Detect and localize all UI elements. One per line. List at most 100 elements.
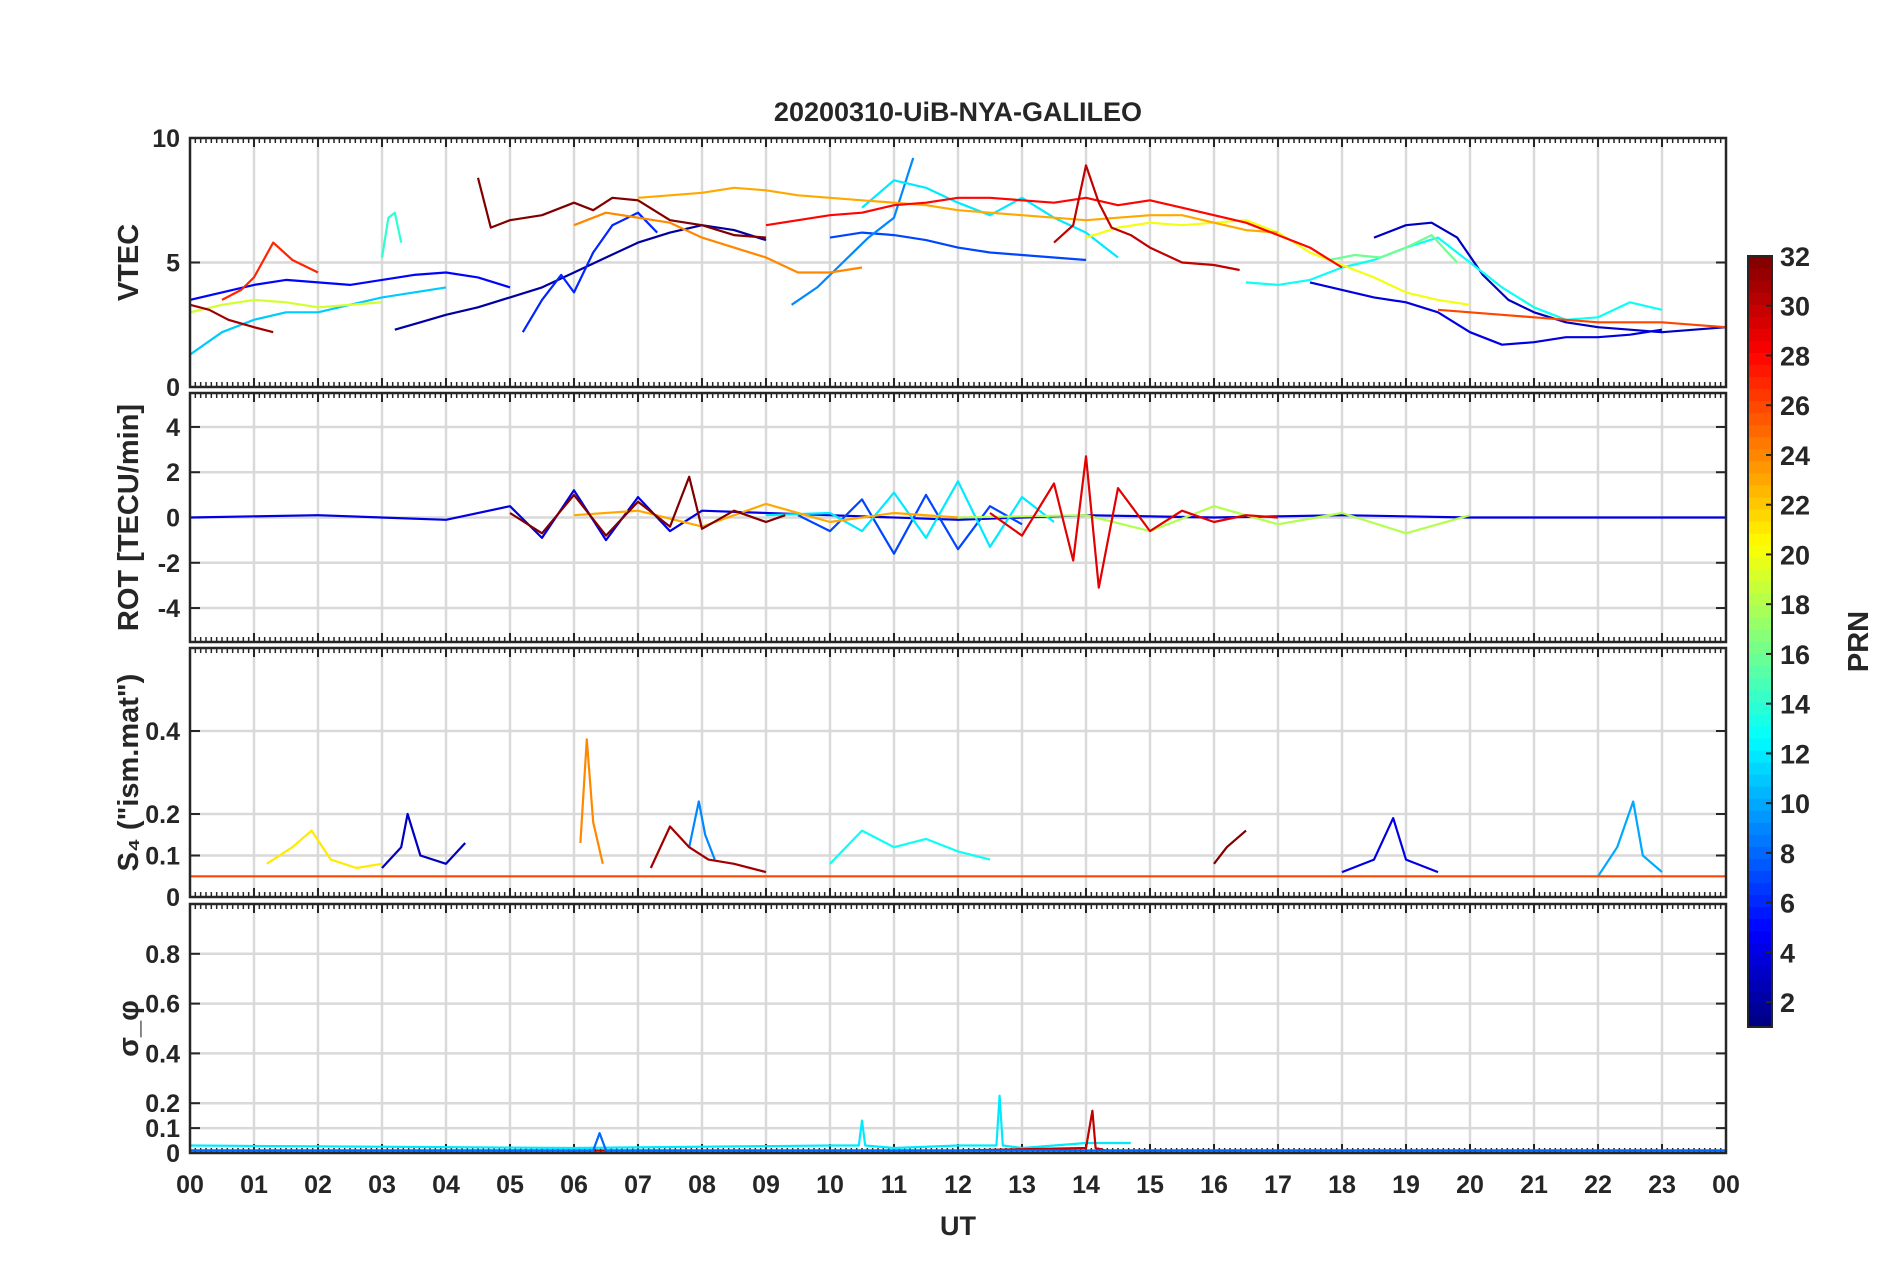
y-tick-label: 0.1	[145, 843, 180, 871]
colorbar-label: PRN	[1843, 611, 1875, 672]
colorbar-tick-label: 16	[1780, 640, 1810, 670]
colorbar-segment	[1748, 1014, 1772, 1028]
series-line-prn-23	[573, 502, 959, 528]
series-line-prn-8	[190, 1131, 1726, 1152]
y-tick-label: 2	[166, 459, 180, 487]
y-tick-label: 5	[166, 250, 180, 278]
x-axis-label: UT	[940, 1211, 976, 1241]
colorbar-segment	[1748, 364, 1772, 378]
series-line-prn-14	[380, 211, 403, 258]
x-tick-label: 03	[368, 1171, 396, 1199]
y-tick-label: 0	[166, 505, 180, 533]
x-tick-label: 08	[688, 1171, 716, 1199]
colorbar-segment	[1748, 725, 1772, 739]
colorbar-box	[1747, 255, 1773, 1028]
series-group	[190, 738, 1726, 878]
y-tick-label: 0.2	[145, 801, 180, 829]
colorbar-tick-label: 18	[1780, 590, 1810, 620]
colorbar-segment	[1748, 436, 1772, 450]
colorbar-segment	[1748, 376, 1772, 390]
series-line-prn-12	[861, 179, 1119, 259]
series-line-prn-3	[381, 812, 467, 869]
y-axis-label: σ_φ	[113, 1000, 145, 1057]
series-line-prn-23	[637, 186, 1279, 234]
colorbar-segment	[1748, 701, 1772, 715]
axes-box	[188, 391, 1728, 644]
colorbar-segment	[1748, 545, 1772, 558]
colorbar-segment	[1748, 858, 1772, 871]
colorbar-segment	[1748, 978, 1772, 992]
x-tick-label: 01	[240, 1171, 268, 1199]
series-group	[190, 157, 1726, 356]
colorbar-segment	[1748, 316, 1772, 329]
colorbar-segment	[1748, 761, 1772, 775]
series-line-prn-21	[266, 829, 383, 870]
series-line-prn-3	[1373, 221, 1726, 334]
series-line-prn-6	[521, 211, 658, 333]
series-line-prn-32	[509, 475, 786, 537]
panel-4: 00.10.2 0.4 0.6 0.8 σ_φ	[113, 902, 1728, 1168]
y-tick-label: 10	[152, 125, 180, 153]
x-tick-label: 00	[1712, 1171, 1740, 1199]
colorbar-segment	[1748, 641, 1772, 655]
x-tick-label: 22	[1584, 1171, 1612, 1199]
colorbar-tick-label: 10	[1780, 789, 1810, 819]
colorbar-tick-label: 8	[1780, 839, 1795, 869]
colorbar-tick-label: 14	[1780, 690, 1810, 720]
x-axis-tick-labels: 00 01 02 03 04 05 06 07 08 09 10 11 12 13 14 15 16 17 18 19…	[176, 1171, 1740, 1199]
x-tick-label: 16	[1200, 1171, 1228, 1199]
x-tick-label: 14	[1072, 1171, 1100, 1199]
series-line-prn-31	[649, 825, 767, 874]
colorbar-segment	[1748, 328, 1772, 341]
panel-1: 0 5 10 VTEC	[113, 125, 1728, 402]
y-tick-label: 0	[166, 1140, 180, 1168]
series-line-prn-30	[1053, 164, 1240, 272]
x-tick-label: 06	[560, 1171, 588, 1199]
colorbar-segment	[1748, 918, 1772, 932]
series-line-prn-27	[221, 241, 319, 301]
x-tick-label: 19	[1392, 1171, 1420, 1199]
series-line-prn-28	[765, 196, 1343, 269]
y-tick-label: 0.6	[145, 991, 180, 1019]
axes-box	[188, 646, 1728, 899]
colorbar-segment	[1748, 496, 1772, 510]
series-line-prn-9	[790, 157, 915, 306]
colorbar-tick-label: 28	[1780, 341, 1810, 371]
series-line-prn-4	[1341, 816, 1439, 874]
series-line-prn-10	[1597, 800, 1663, 877]
series-line-prn-13	[1245, 236, 1663, 321]
series-line-prn-24	[573, 211, 863, 274]
x-tick-label: 09	[752, 1171, 780, 1199]
colorbar-segment	[1748, 521, 1772, 534]
colorbar-segment	[1748, 508, 1772, 522]
colorbar-segment	[1748, 581, 1772, 594]
series-group	[190, 1094, 1726, 1152]
y-tick-label: 0.4	[145, 718, 180, 746]
series-line-prn-29	[989, 455, 1279, 589]
y-tick-label: 0.2	[145, 1090, 180, 1118]
x-tick-label: 04	[432, 1171, 460, 1199]
colorbar-segment	[1748, 569, 1772, 582]
colorbar-segment	[1748, 448, 1772, 462]
x-tick-label: 21	[1520, 1171, 1548, 1199]
colorbar-segment	[1748, 822, 1772, 835]
colorbar-segment	[1748, 786, 1772, 799]
colorbar-segment	[1748, 966, 1772, 980]
colorbar-segment	[1748, 665, 1772, 679]
colorbar-segment	[1748, 798, 1772, 811]
x-tick-label: 12	[944, 1171, 972, 1199]
colorbar-segment	[1748, 846, 1772, 859]
colorbar-segment	[1748, 930, 1772, 944]
y-tick-label: 0	[166, 374, 180, 402]
series-line-prn-13	[829, 829, 991, 865]
colorbar-tick-label: 22	[1780, 491, 1810, 521]
colorbar-segment	[1748, 689, 1772, 703]
y-tick-label: -4	[158, 595, 180, 623]
colorbar-segment	[1748, 533, 1772, 546]
y-tick-label: 0.8	[145, 941, 180, 969]
colorbar-segment	[1748, 412, 1772, 426]
colorbar-segment	[1748, 653, 1772, 667]
series-line-prn-12	[765, 480, 1055, 549]
